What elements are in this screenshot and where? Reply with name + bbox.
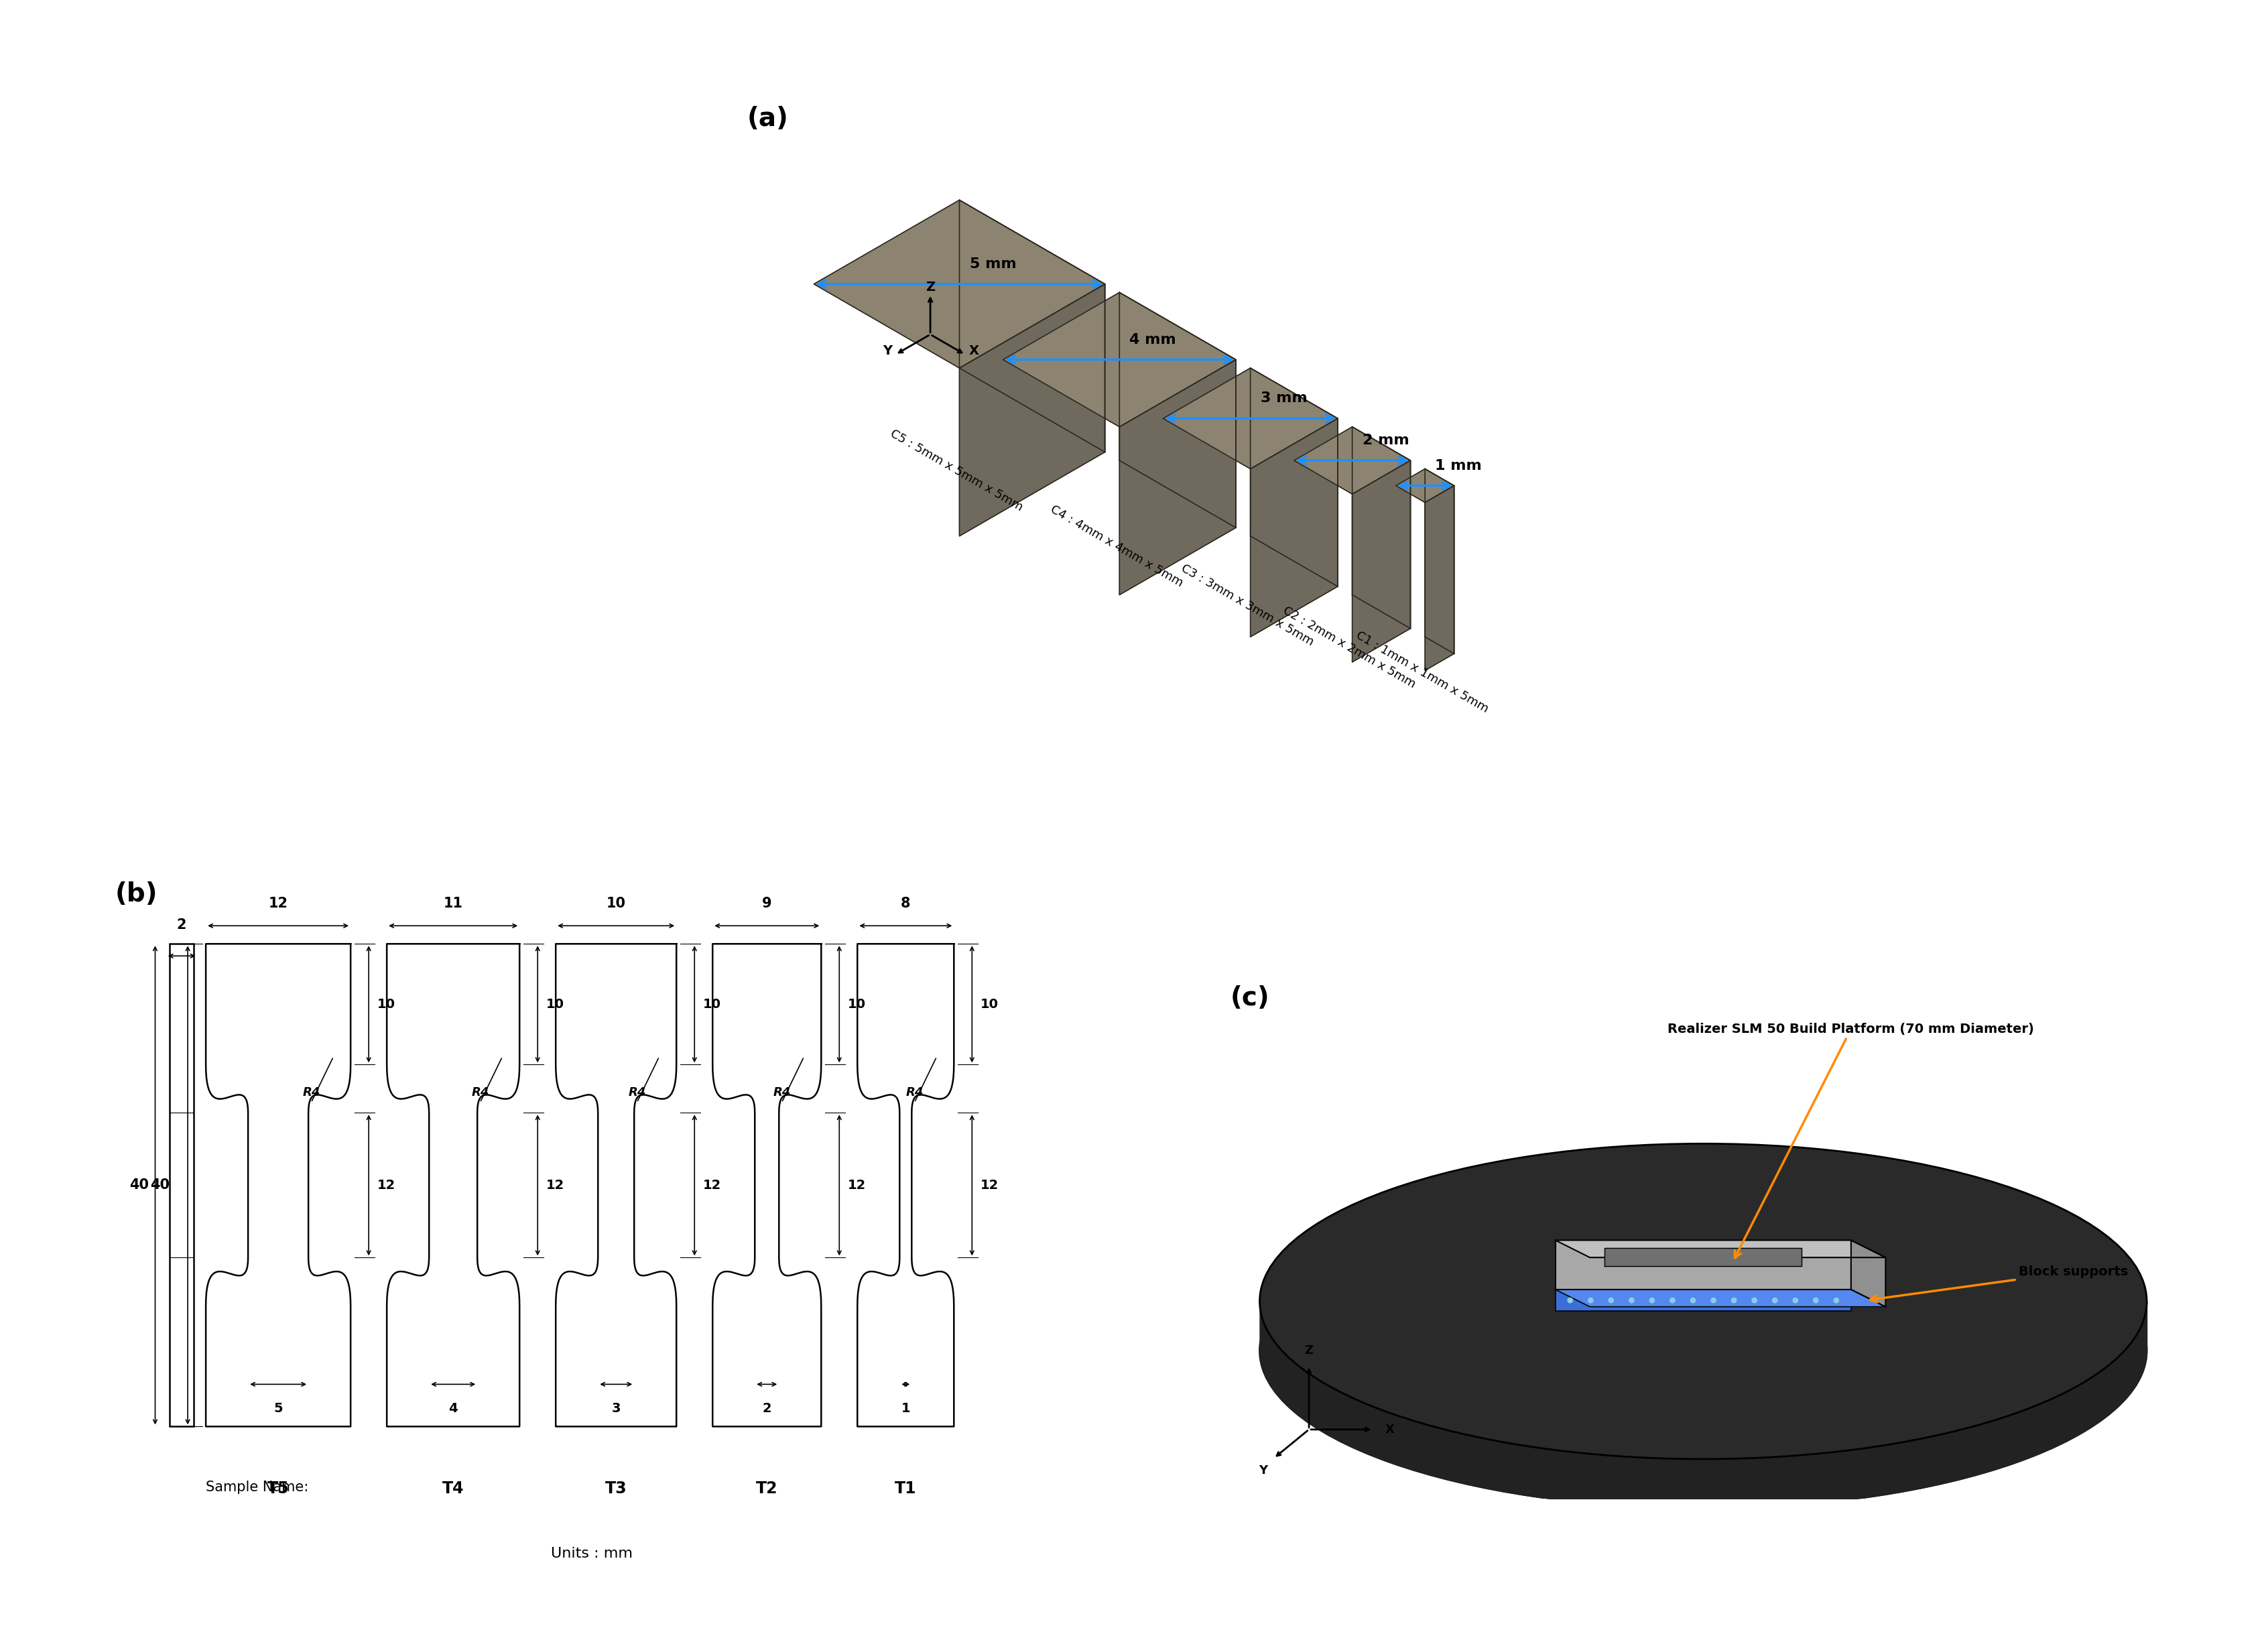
Polygon shape: [1424, 485, 1454, 671]
Text: R4: R4: [472, 1086, 490, 1099]
Text: 8: 8: [900, 897, 909, 910]
Polygon shape: [1250, 368, 1338, 586]
Text: T5: T5: [268, 1481, 288, 1496]
Text: C1 : 1mm x 1mm x 5mm: C1 : 1mm x 1mm x 5mm: [1354, 630, 1490, 715]
Polygon shape: [1606, 1249, 1801, 1267]
Circle shape: [1814, 1298, 1819, 1302]
Ellipse shape: [1259, 1193, 2148, 1508]
Circle shape: [1608, 1298, 1613, 1302]
Polygon shape: [1295, 427, 1411, 493]
Circle shape: [1588, 1298, 1592, 1302]
Text: T4: T4: [442, 1481, 465, 1496]
Text: 12: 12: [703, 1179, 721, 1192]
Text: 9: 9: [762, 897, 771, 910]
Text: Block supports: Block supports: [1871, 1265, 2127, 1302]
Text: Y: Y: [1259, 1465, 1268, 1477]
Text: 12: 12: [547, 1179, 565, 1192]
Text: Realizer SLM 50 Build Platform (70 mm Diameter): Realizer SLM 50 Build Platform (70 mm Di…: [1667, 1022, 2034, 1258]
Text: R4: R4: [773, 1086, 792, 1099]
Text: 40: 40: [129, 1179, 150, 1192]
Polygon shape: [959, 200, 1105, 453]
Text: 10: 10: [980, 998, 998, 1011]
Polygon shape: [1250, 418, 1338, 637]
Text: 4: 4: [449, 1402, 458, 1415]
Circle shape: [1771, 1298, 1778, 1302]
Circle shape: [1751, 1298, 1758, 1302]
Text: X: X: [968, 345, 978, 357]
Polygon shape: [814, 200, 1105, 368]
Text: 5: 5: [274, 1402, 284, 1415]
Circle shape: [1669, 1298, 1676, 1302]
Text: 10: 10: [547, 998, 565, 1011]
Text: 10: 10: [848, 998, 866, 1011]
Polygon shape: [1395, 469, 1454, 503]
Polygon shape: [1556, 1241, 1885, 1257]
Polygon shape: [1424, 469, 1454, 654]
Text: 10: 10: [703, 998, 721, 1011]
Bar: [170, 944, 193, 1426]
Text: C3 : 3mm x 3mm x 5mm: C3 : 3mm x 3mm x 5mm: [1179, 562, 1315, 648]
Circle shape: [1710, 1298, 1717, 1302]
Text: R4: R4: [628, 1086, 646, 1099]
Text: R4: R4: [302, 1086, 320, 1099]
Polygon shape: [959, 283, 1105, 536]
Circle shape: [1567, 1298, 1572, 1302]
Circle shape: [1730, 1298, 1737, 1302]
Text: T1: T1: [896, 1481, 916, 1496]
Bar: [1556, 1241, 1851, 1289]
Text: T3: T3: [606, 1481, 626, 1496]
Text: 10: 10: [606, 897, 626, 910]
Text: 4 mm: 4 mm: [1129, 332, 1177, 347]
Polygon shape: [1120, 293, 1236, 527]
Text: 12: 12: [980, 1179, 998, 1192]
Text: Z: Z: [925, 280, 934, 293]
Polygon shape: [1002, 293, 1236, 427]
Circle shape: [1794, 1298, 1799, 1302]
Polygon shape: [1851, 1241, 1885, 1307]
Text: R4: R4: [905, 1086, 923, 1099]
Text: (b): (b): [116, 881, 159, 907]
Text: 12: 12: [268, 897, 288, 910]
Text: Units : mm: Units : mm: [551, 1547, 633, 1561]
Text: 40: 40: [150, 1179, 170, 1192]
Text: 3 mm: 3 mm: [1261, 392, 1306, 405]
Polygon shape: [1352, 461, 1411, 663]
Circle shape: [1649, 1298, 1653, 1302]
Circle shape: [1690, 1298, 1696, 1302]
Text: 11: 11: [445, 897, 463, 910]
Circle shape: [1835, 1298, 1839, 1302]
Text: 1: 1: [900, 1402, 909, 1415]
Polygon shape: [1352, 427, 1411, 628]
Text: 1 mm: 1 mm: [1436, 459, 1481, 472]
Text: Z: Z: [1304, 1345, 1313, 1356]
Text: T2: T2: [755, 1481, 778, 1496]
Polygon shape: [1163, 368, 1338, 469]
Text: 5 mm: 5 mm: [968, 257, 1016, 270]
Polygon shape: [1556, 1289, 1885, 1307]
Text: 12: 12: [848, 1179, 866, 1192]
Text: 2: 2: [762, 1402, 771, 1415]
Polygon shape: [1120, 360, 1236, 594]
Text: C4 : 4mm x 4mm x 5mm: C4 : 4mm x 4mm x 5mm: [1048, 503, 1184, 589]
Text: C5 : 5mm x 5mm x 5mm: C5 : 5mm x 5mm x 5mm: [889, 428, 1025, 514]
Text: X: X: [1386, 1423, 1395, 1436]
Text: 2 mm: 2 mm: [1363, 433, 1408, 448]
Circle shape: [1628, 1298, 1633, 1302]
Text: C2 : 2mm x 2mm x 5mm: C2 : 2mm x 2mm x 5mm: [1281, 604, 1418, 690]
Text: Y: Y: [882, 345, 891, 357]
Ellipse shape: [1259, 1143, 2148, 1459]
Text: (a): (a): [746, 106, 789, 132]
Text: 3: 3: [612, 1402, 621, 1415]
Text: 12: 12: [376, 1179, 395, 1192]
Text: 10: 10: [376, 998, 395, 1011]
Text: 2: 2: [177, 918, 186, 931]
Text: Sample Name:: Sample Name:: [206, 1481, 308, 1495]
Text: (c): (c): [1229, 985, 1270, 1011]
Bar: [1556, 1289, 1851, 1311]
